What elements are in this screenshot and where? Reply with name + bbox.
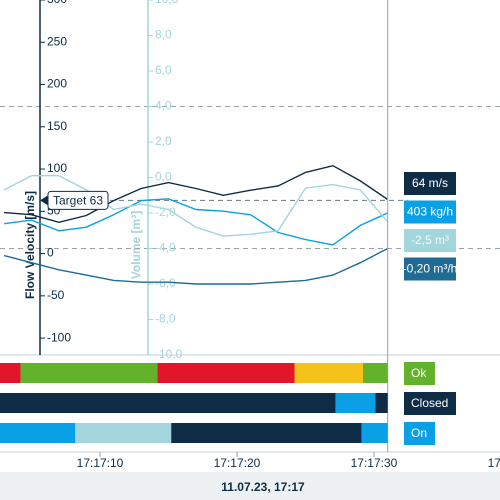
- state-segment: [171, 423, 362, 443]
- y2-tick-label: 0,0: [155, 170, 172, 184]
- state-segment: [0, 423, 76, 443]
- target-label: Target 63: [53, 193, 103, 207]
- state-label: On: [411, 426, 427, 440]
- readout-label: 64 m/s: [412, 176, 448, 190]
- y2-tick-label: -2,0: [155, 205, 176, 219]
- x-tick-label: 17:17:40: [488, 456, 500, 470]
- state-segment: [0, 363, 21, 383]
- y-tick-label: 200: [47, 77, 67, 91]
- y2-tick-label: -6,0: [155, 276, 176, 290]
- state-segment: [294, 363, 364, 383]
- y-tick-label: 250: [47, 34, 67, 48]
- footer-band: [0, 472, 500, 500]
- y2-tick-label: 8,0: [155, 28, 172, 42]
- state-label: Ok: [411, 366, 427, 380]
- readout-label: -0,20 m³/h: [403, 262, 458, 276]
- y-axis-title: Flow Velocity [m/s]: [23, 191, 37, 299]
- readout-box: [404, 200, 456, 224]
- target-marker: Target 63: [40, 190, 109, 210]
- state-segment: [375, 393, 388, 413]
- y2-axis-title: Volume [m³]: [129, 211, 143, 279]
- state-label: Closed: [411, 396, 448, 410]
- state-segment: [157, 363, 295, 383]
- date-label: 11.07.23, 17:17: [221, 480, 305, 494]
- state-segment: [75, 423, 172, 443]
- y-tick-label: -50: [47, 288, 65, 302]
- y2-tick-label: 6,0: [155, 63, 172, 77]
- x-tick-label: 17:17:20: [214, 456, 261, 470]
- state-segment: [361, 423, 388, 443]
- y2-tick-label: -4,0: [155, 241, 176, 255]
- readout-label: -2,5 m³: [411, 233, 449, 247]
- readout-label: 403 kg/h: [407, 205, 453, 219]
- y-tick-label: 150: [47, 119, 67, 133]
- readout-box: [404, 257, 456, 281]
- y-tick-label: 100: [47, 161, 67, 175]
- state-box: [404, 422, 435, 445]
- state-box: [404, 392, 456, 415]
- state-segment: [363, 363, 388, 383]
- y-tick-label: 300: [47, 0, 67, 6]
- readout-box: [404, 172, 456, 195]
- target-pointer: [40, 195, 48, 206]
- series-line: [4, 164, 389, 224]
- y2-tick-label: -8,0: [155, 312, 176, 326]
- y2-tick-label: 10,0: [155, 0, 179, 6]
- x-tick-label: 17:17:30: [351, 456, 398, 470]
- y2-tick-label: -10,0: [155, 347, 183, 361]
- y2-tick-label: 2,0: [155, 134, 172, 148]
- x-tick-label: 17:17:10: [77, 456, 124, 470]
- state-segment: [335, 393, 376, 413]
- y2-tick-label: 4,0: [155, 99, 172, 113]
- series-line: [3, 175, 389, 237]
- readout-box: [404, 229, 456, 252]
- y-tick-label: 0: [47, 246, 54, 260]
- series-line: [3, 247, 389, 285]
- state-segment: [0, 393, 336, 413]
- state-segment: [20, 363, 158, 383]
- state-box: [404, 362, 435, 385]
- series-line: [4, 198, 388, 246]
- target-box: [47, 190, 109, 210]
- y-tick-label: -100: [47, 330, 71, 344]
